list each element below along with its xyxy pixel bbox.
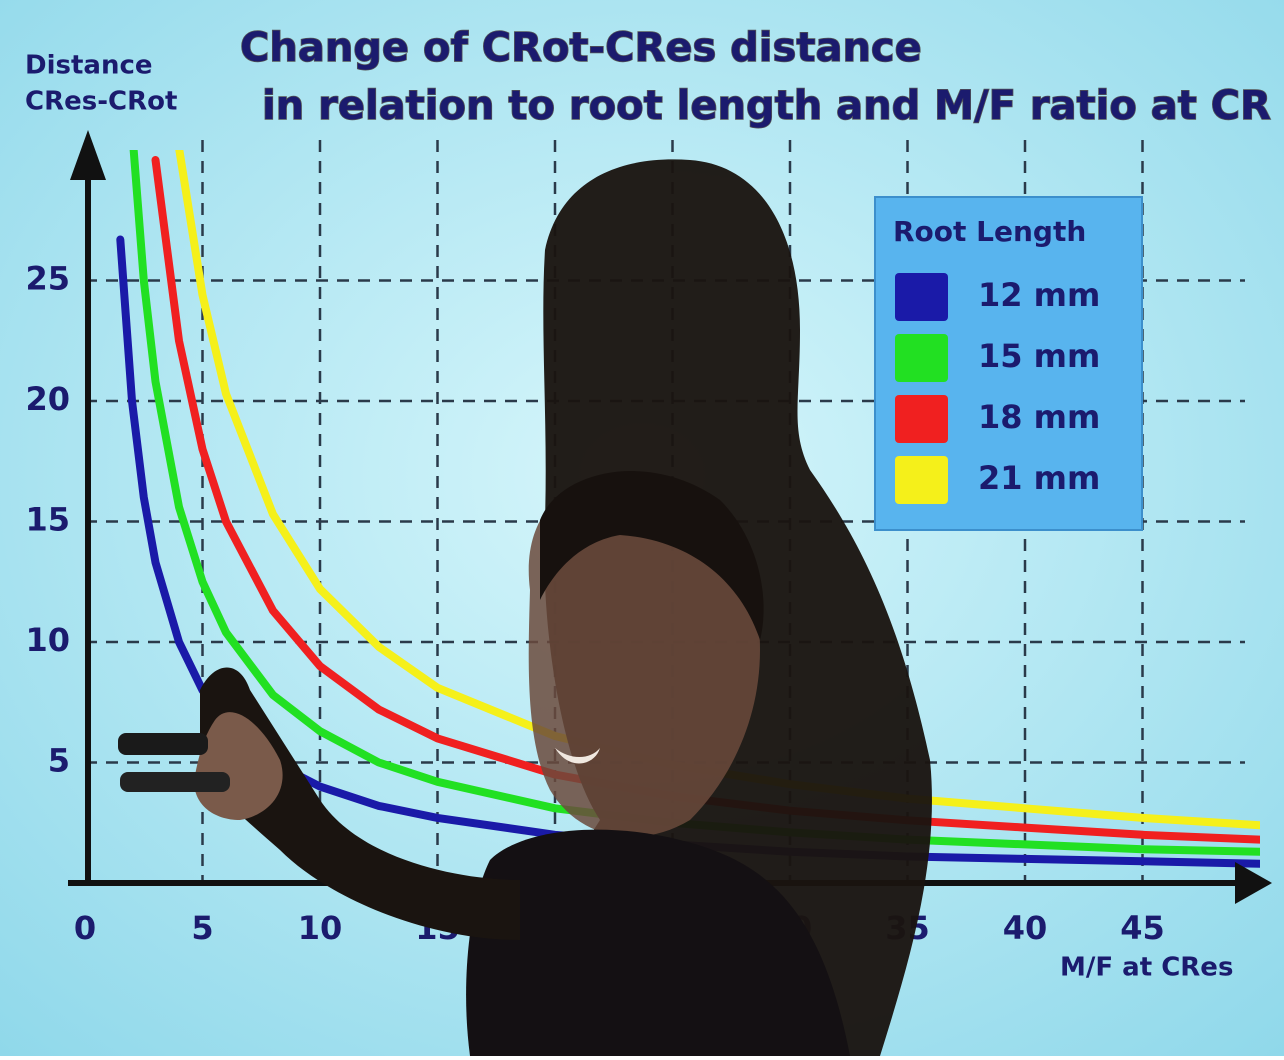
- legend-label: 12 mm: [978, 276, 1100, 314]
- y-axis-label: Distance: [25, 51, 153, 81]
- legend-label: 15 mm: [978, 337, 1100, 375]
- x-axis-arrow: [1235, 862, 1272, 904]
- series-line: [151, 156, 1260, 844]
- y-tick-label: 15: [25, 501, 70, 539]
- series-line: [129, 150, 1260, 856]
- series-line: [175, 150, 1260, 830]
- x-tick-label: 0: [74, 909, 96, 947]
- x-axis-label: M/F at CRes: [1060, 953, 1233, 983]
- legend-label: 21 mm: [978, 459, 1100, 497]
- chart-title: in relation to root length and M/F ratio…: [262, 83, 1271, 129]
- presenter-silhouette: [118, 159, 932, 1056]
- legend-swatch: [895, 456, 948, 504]
- x-tick-label: 40: [1003, 909, 1048, 947]
- legend-swatch: [895, 334, 948, 382]
- y-axis-arrow: [70, 130, 106, 180]
- chart-title: Change of CRot-CRes distance: [240, 25, 922, 71]
- y-axis-label: CRes-CRot: [25, 87, 177, 117]
- legend-title: Root Length: [893, 215, 1086, 248]
- y-tick-label: 5: [48, 742, 70, 780]
- y-tick-label: 20: [25, 380, 70, 418]
- y-tick-label: 10: [25, 621, 70, 659]
- legend-label: 18 mm: [978, 398, 1100, 436]
- x-tick-label: 45: [1120, 909, 1165, 947]
- x-tick-label: 10: [298, 909, 343, 947]
- y-tick-label: 25: [25, 260, 70, 298]
- legend-swatch: [895, 395, 948, 443]
- legend-swatch: [895, 273, 948, 321]
- x-tick-label: 5: [191, 909, 213, 947]
